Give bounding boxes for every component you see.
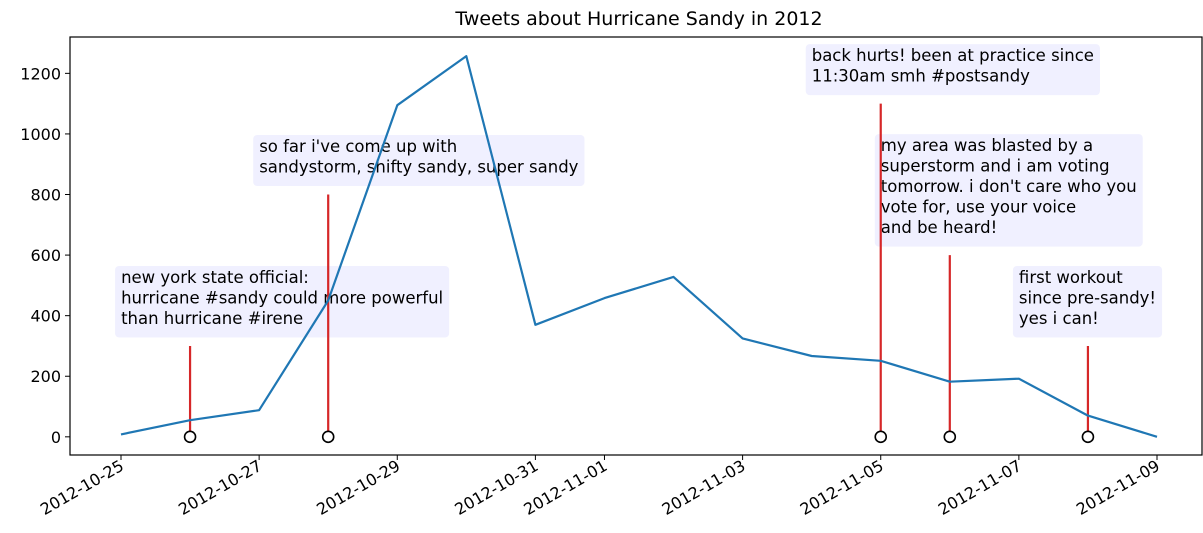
annotation-text-line: back hurts! been at practice since (812, 46, 1094, 65)
annotation-text-line: since pre-sandy! (1019, 288, 1156, 307)
annotation-box (253, 135, 585, 187)
annotation-text-line: hurricane #sandy could more powerful (121, 288, 443, 307)
annotation-text-line: superstorm and i am voting (881, 157, 1110, 176)
annotation-text-line: first workout (1019, 268, 1123, 287)
x-tick-label: 2012-11-09 (1073, 456, 1163, 519)
annotation-marker (943, 430, 957, 444)
x-tick-label: 2012-10-29 (313, 456, 403, 519)
annotation-marker (183, 430, 197, 444)
annotation-text-line: 11:30am smh #postsandy (812, 67, 1030, 86)
annotation: new york state official:hurricane #sandy… (115, 265, 450, 338)
x-tick-label: 2012-11-05 (797, 456, 887, 519)
annotation-text-line: tomorrow. i don't care who you (881, 177, 1137, 196)
chart-title: Tweets about Hurricane Sandy in 2012 (454, 8, 822, 30)
series-line (120, 54, 1158, 438)
plot-frame (69, 36, 1203, 456)
y-tick-label: 200 (30, 367, 61, 386)
x-tick-label: 2012-10-25 (37, 456, 127, 519)
annotation: back hurts! been at practice since 11:30a… (805, 44, 1100, 96)
annotation-marker (321, 430, 335, 444)
annotation: my area was blasted by a superstorm and i… (874, 134, 1143, 247)
annotations-layer: new york state official:hurricane #sandy… (115, 44, 1163, 338)
stems-layer (188, 103, 1090, 437)
annotation-text-line: new york state official: (121, 268, 309, 287)
annotation-marker (874, 430, 888, 444)
x-tick-label: 2012-10-27 (175, 456, 265, 519)
annotation-text-line: than hurricane #irene (121, 309, 303, 328)
annotation: so far i've come up with sandystorm, shif… (253, 135, 585, 187)
annotation-marker (1081, 430, 1095, 444)
annotation-text-line: and be heard! (881, 218, 997, 237)
annotation-box (1012, 265, 1163, 338)
x-tick-label: 2012-11-07 (935, 456, 1025, 519)
annotation-text-line: sandystorm, shifty sandy, super sandy (259, 158, 578, 177)
y-tick-label: 400 (30, 307, 61, 326)
annotation-text-line: my area was blasted by a (881, 136, 1093, 155)
line-layer (120, 54, 1158, 438)
annotation-box (874, 134, 1143, 247)
x-tick-label: 2012-11-03 (659, 456, 749, 519)
annotation-box (805, 44, 1100, 96)
y-tick-label: 600 (30, 246, 61, 265)
annotation-text-line: vote for, use your voice (881, 198, 1076, 217)
y-tick-label: 800 (30, 186, 61, 205)
annotation-text-line: yes i can! (1019, 309, 1099, 328)
annotation-box (115, 265, 450, 338)
markers-layer (183, 430, 1095, 444)
annotation-text-line: so far i've come up with (259, 137, 457, 156)
y-tick-label: 0 (51, 428, 61, 447)
y-tick-label: 1200 (20, 64, 61, 83)
y-tick-label: 1000 (20, 125, 61, 144)
